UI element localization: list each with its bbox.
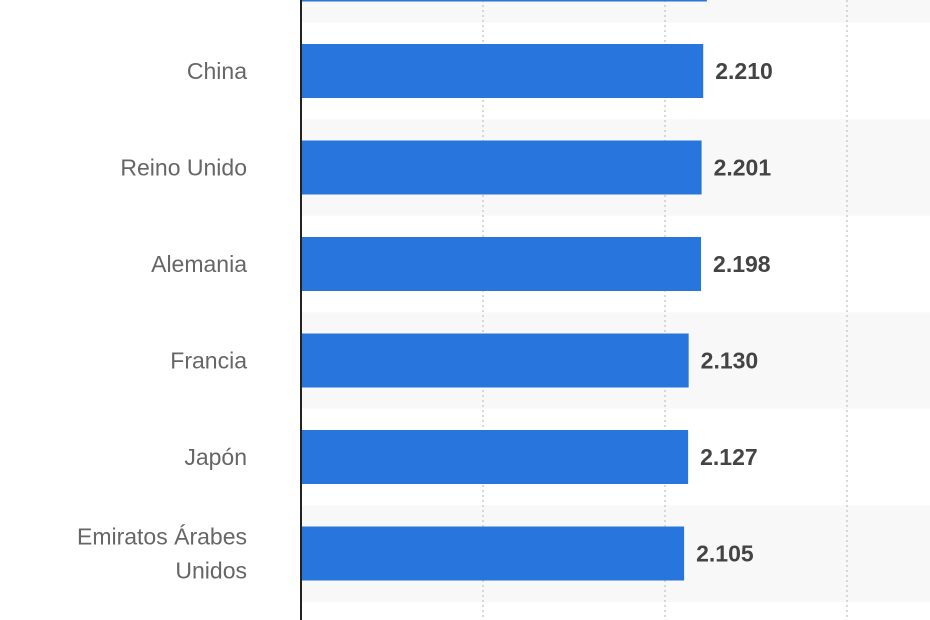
bar (301, 526, 685, 581)
category-label: Reino Unido (120, 155, 247, 181)
category-label: China (187, 58, 247, 84)
bar (301, 140, 702, 195)
bars (301, 0, 707, 581)
value-labels: 2.210 2.201 2.198 2.130 2.127 2.105 (696, 58, 773, 567)
bar (301, 430, 689, 484)
category-labels: China Reino Unido Alemania Francia Japón Emir… (77, 58, 247, 584)
value-label: 2.201 (714, 155, 772, 181)
category-label: Francia (170, 348, 247, 374)
value-label: 2.210 (715, 58, 773, 84)
bar-partial (301, 0, 707, 2)
bar (301, 333, 689, 388)
value-label: 2.105 (696, 541, 754, 567)
category-label: Alemania (151, 251, 247, 277)
grid-lines (482, 0, 848, 620)
value-label: 2.198 (713, 251, 771, 277)
value-label: 2.130 (701, 348, 759, 374)
value-label: 2.127 (700, 444, 758, 470)
category-label: Unidos (175, 558, 247, 584)
category-label: Japón (184, 444, 247, 470)
bar (301, 237, 702, 291)
bar (301, 44, 704, 98)
row-band (301, 0, 930, 23)
category-label: Emiratos Árabes (77, 524, 247, 550)
